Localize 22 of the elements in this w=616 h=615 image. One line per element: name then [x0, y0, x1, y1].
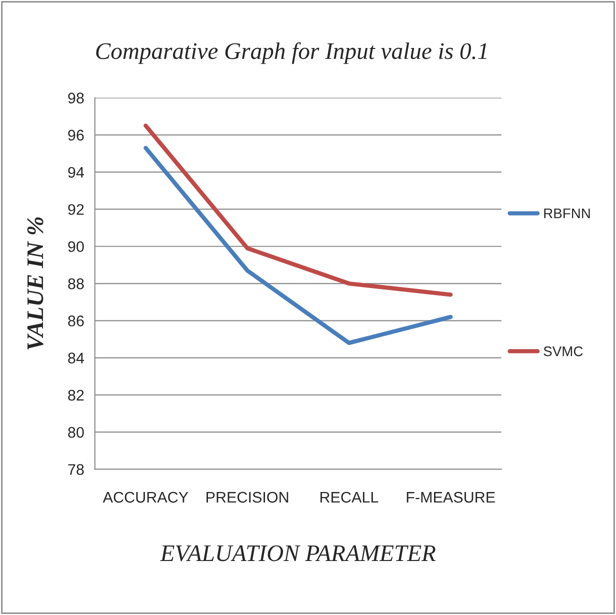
- line-series: [144, 146, 453, 346]
- y-tick-label: 80: [68, 426, 84, 438]
- x-axis-title: EVALUATION PARAMETER: [160, 545, 436, 562]
- x-tick-label: F-MEASURE: [406, 492, 495, 503]
- y-tick-label: 82: [68, 390, 84, 401]
- legend-label: SVMC: [544, 346, 583, 356]
- x-tick-label: PRECISION: [206, 492, 288, 503]
- x-tick-label: RECALL: [320, 492, 378, 503]
- legend-label: RBFNN: [544, 208, 590, 218]
- y-tick-label: 84: [68, 352, 84, 364]
- y-tick-label: 92: [68, 204, 84, 215]
- y-tick-label: 78: [68, 464, 84, 475]
- x-tick-label: ACCURACY: [102, 492, 188, 503]
- line-series: [144, 124, 453, 297]
- y-tick-label: 94: [68, 166, 84, 178]
- y-axis-title: VALUE IN %: [27, 217, 44, 350]
- y-tick-label: 96: [68, 130, 84, 141]
- y-tick-label: 88: [68, 278, 84, 290]
- chart-title: Comparative Graph for Input value is 0.1: [96, 42, 486, 64]
- y-tick-label: 86: [68, 316, 84, 326]
- y-tick-label: 90: [68, 241, 84, 252]
- y-tick-label: 98: [68, 92, 84, 104]
